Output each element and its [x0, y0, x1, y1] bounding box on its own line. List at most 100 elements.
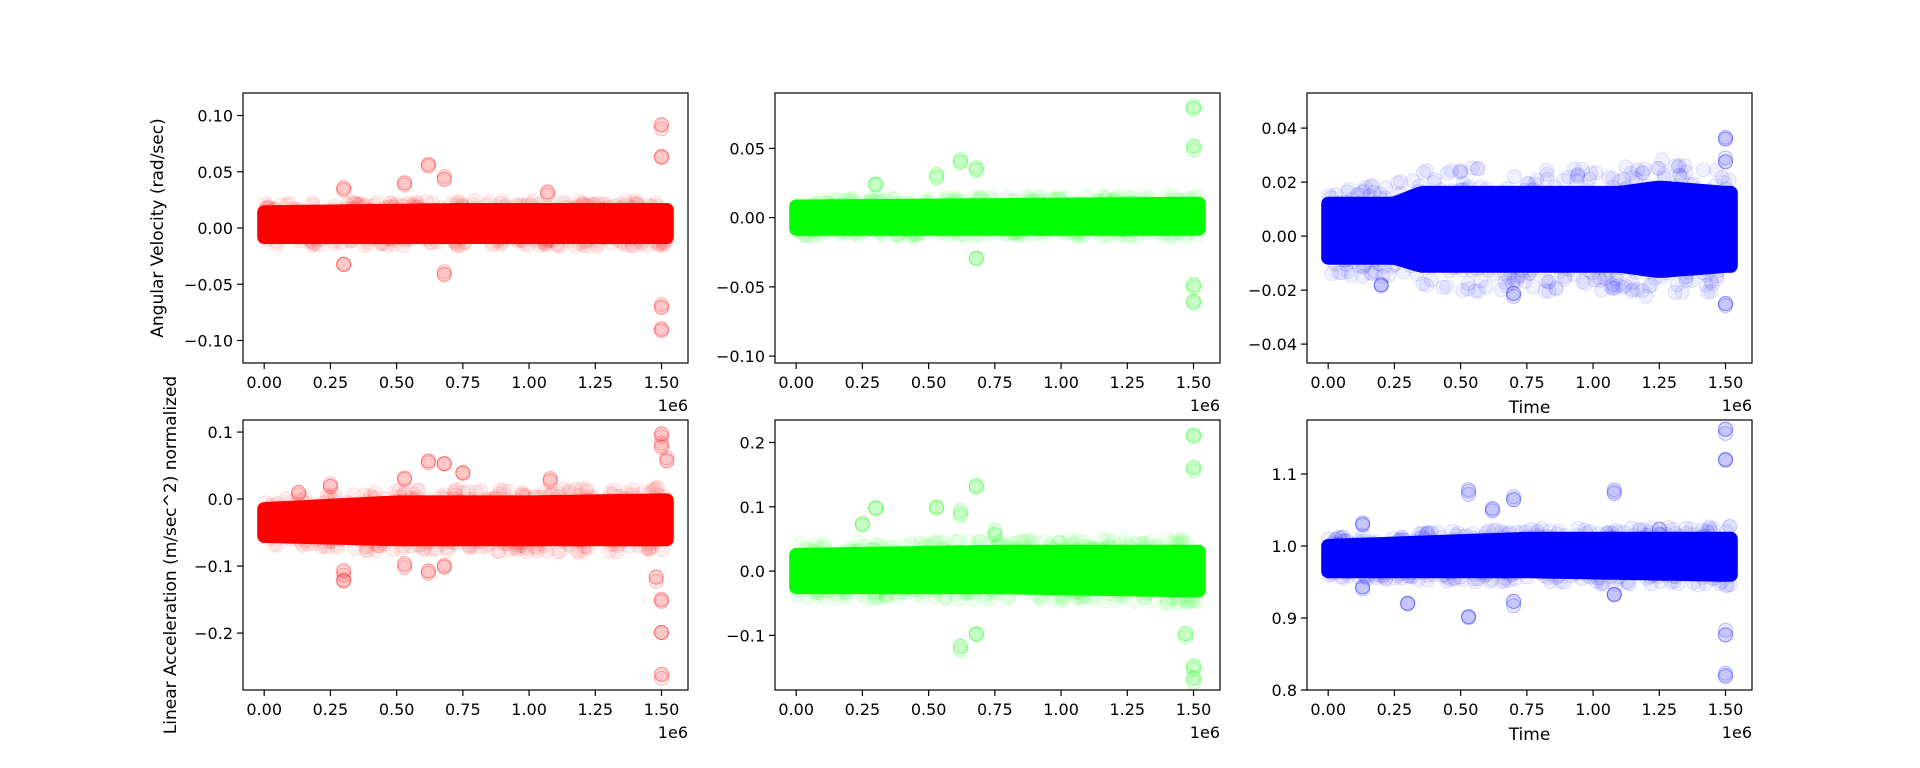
- scatter-point: [552, 238, 568, 254]
- scatter-point: [1011, 225, 1027, 241]
- scatter-point: [1493, 524, 1509, 540]
- scatter-outlier: [968, 479, 984, 495]
- scatter-point: [1121, 537, 1137, 553]
- scatter-point: [281, 196, 297, 212]
- scatter-point: [1524, 182, 1540, 198]
- scatter-point: [1167, 583, 1183, 599]
- scatter-point: [1137, 590, 1153, 606]
- scatter-point: [626, 492, 642, 508]
- scatter-point: [1376, 258, 1392, 274]
- scatter-point: [1074, 228, 1090, 244]
- scatter-point: [1042, 537, 1058, 553]
- scatter-point: [450, 238, 466, 254]
- scatter-point: [1051, 534, 1067, 550]
- scatter-point: [495, 482, 511, 498]
- scatter-point: [574, 229, 590, 245]
- scatter-point: [407, 491, 423, 507]
- scatter-point: [562, 483, 578, 499]
- scatter-point: [1552, 263, 1568, 279]
- scatter-point: [1503, 260, 1519, 276]
- scatter-point: [1698, 277, 1714, 293]
- y-tick-label: 0.0: [208, 490, 233, 509]
- scatter-point: [619, 485, 635, 501]
- scatter-point: [1179, 226, 1195, 242]
- scatter-point: [1521, 266, 1537, 282]
- scatter-point: [1497, 570, 1513, 586]
- scatter-point: [1175, 531, 1191, 547]
- scatter-point: [1139, 221, 1155, 237]
- scatter-point: [1030, 189, 1046, 205]
- scatter-point: [1672, 167, 1688, 183]
- scatter-point: [1409, 266, 1425, 282]
- scatter-point: [1338, 565, 1354, 581]
- scatter-outlier: [987, 526, 1003, 542]
- scatter-point: [888, 585, 904, 601]
- scatter-point: [1677, 566, 1693, 582]
- scatter-point: [843, 544, 859, 560]
- scatter-point: [847, 226, 863, 242]
- scatter-point: [1389, 175, 1405, 191]
- scatter-point: [1174, 536, 1190, 552]
- scatter-point: [388, 493, 404, 509]
- scatter-point: [957, 585, 973, 601]
- scatter-point: [806, 543, 822, 559]
- scatter-point: [586, 201, 602, 217]
- scatter-point: [1496, 526, 1512, 542]
- scatter-point: [1324, 190, 1340, 206]
- scatter-point: [1548, 280, 1564, 296]
- scatter-point: [511, 230, 527, 246]
- scatter-point: [950, 591, 966, 607]
- scatter-point: [510, 233, 526, 249]
- scatter-point: [1414, 525, 1430, 541]
- scatter-outlier: [1186, 661, 1202, 677]
- scatter-point: [912, 226, 928, 242]
- scatter-point: [603, 492, 619, 508]
- scatter-point: [1110, 584, 1126, 600]
- scatter-point: [833, 581, 849, 597]
- scatter-point: [1581, 568, 1597, 584]
- scatter-point: [1171, 192, 1187, 208]
- scatter-point: [849, 543, 865, 559]
- scatter-point: [1060, 583, 1076, 599]
- scatter-point: [605, 533, 621, 549]
- scatter-outlier: [397, 175, 413, 191]
- scatter-point: [508, 231, 524, 247]
- scatter-outlier: [336, 564, 352, 580]
- scatter-point: [1455, 283, 1471, 299]
- x-offset-label: 1e6: [1722, 396, 1752, 415]
- scatter-point: [823, 198, 839, 214]
- scatter-point: [1566, 161, 1582, 177]
- scatter-outlier: [420, 455, 436, 471]
- scatter-point: [1525, 279, 1541, 295]
- scatter-outlier: [952, 505, 968, 521]
- x-tick-label: 0.75: [977, 700, 1013, 719]
- scatter-point: [514, 233, 530, 249]
- scatter-point: [586, 197, 602, 213]
- x-tick-label: 0.25: [313, 700, 349, 719]
- scatter-outlier: [1718, 627, 1734, 643]
- x-tick-label: 1.50: [1176, 373, 1212, 392]
- scatter-point: [269, 537, 285, 553]
- x-tick-label: 0.75: [445, 700, 481, 719]
- scatter-point: [292, 531, 308, 547]
- scatter-outlier: [1718, 667, 1734, 683]
- scatter-point: [1420, 525, 1436, 541]
- scatter-point: [1070, 542, 1086, 558]
- scatter-point: [1557, 528, 1573, 544]
- scatter-point: [1496, 573, 1512, 589]
- scatter-point: [453, 238, 469, 254]
- x-tick-label: 0.50: [911, 700, 947, 719]
- scatter-point: [1539, 162, 1555, 178]
- scatter-outlier: [1718, 131, 1734, 147]
- scatter-point: [1660, 531, 1676, 547]
- scatter-outlier: [654, 300, 670, 316]
- scatter-point: [951, 533, 967, 549]
- scatter-point: [1026, 196, 1042, 212]
- scatter-point: [971, 580, 987, 596]
- scatter-point: [1133, 535, 1149, 551]
- scatter-point: [622, 232, 638, 248]
- scatter-point: [1054, 535, 1070, 551]
- x-tick-label: 0.50: [911, 373, 947, 392]
- scatter-outlier: [397, 472, 413, 488]
- scatter-point: [518, 488, 534, 504]
